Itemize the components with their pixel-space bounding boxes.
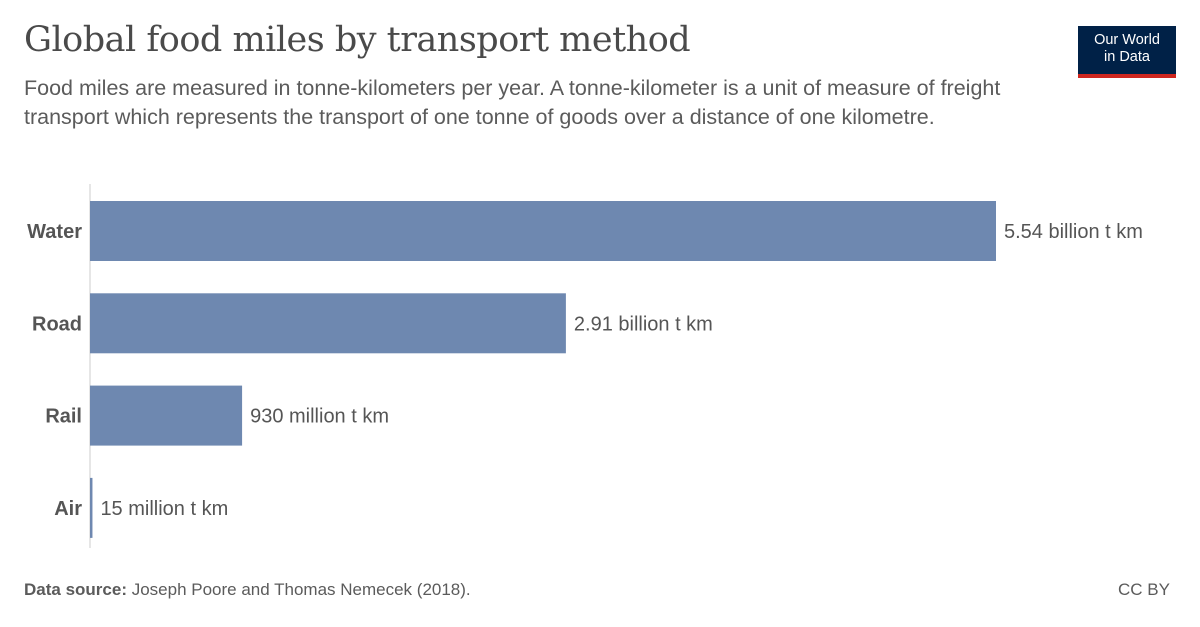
data-source: Data source: Joseph Poore and Thomas Nem… [24, 580, 471, 600]
bar-air[interactable] [90, 477, 93, 538]
logo-line-2: in Data [1104, 49, 1150, 65]
chart-subtitle: Food miles are measured in tonne-kilomet… [24, 76, 1001, 129]
value-label-water: 5.54 billion t km [1004, 221, 1143, 243]
category-label-rail: Rail [45, 406, 82, 428]
category-label-water: Water [27, 221, 82, 243]
bar-water[interactable] [90, 201, 996, 261]
value-label-rail: 930 million t km [250, 406, 389, 428]
data-source-text[interactable]: Joseph Poore and Thomas Nemecek (2018). [131, 580, 471, 599]
value-label-air: 15 million t km [100, 498, 228, 520]
logo-line-1: Our World [1094, 32, 1160, 48]
value-label-road: 2.91 billion t km [574, 313, 713, 335]
bar-rail[interactable] [90, 385, 243, 446]
license-link[interactable]: CC BY [1118, 580, 1170, 599]
bar-road[interactable] [90, 293, 566, 354]
chart-title: Global food miles by transport method [24, 20, 691, 60]
category-label-air: Air [54, 498, 82, 520]
owid-logo[interactable]: Our World in Data [1078, 26, 1176, 78]
data-source-label: Data source: [24, 580, 127, 599]
category-label-road: Road [32, 313, 82, 335]
